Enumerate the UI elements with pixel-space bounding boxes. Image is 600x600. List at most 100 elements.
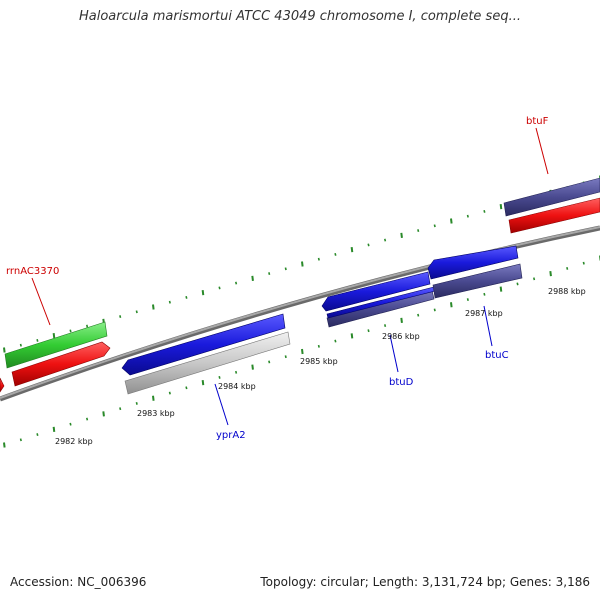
major-tick xyxy=(350,247,354,253)
tick-track-upper xyxy=(3,175,600,353)
major-tick xyxy=(400,232,403,238)
scale-label: 2985 kbp xyxy=(300,357,338,366)
scale-label: 2982 kbp xyxy=(55,437,93,446)
major-tick xyxy=(3,347,6,353)
gene-red-forward-left[interactable] xyxy=(11,341,111,387)
major-tick xyxy=(251,275,254,281)
major-tick xyxy=(152,304,155,310)
minor-tick xyxy=(19,343,22,347)
leader-rrnAC3370 xyxy=(31,277,51,326)
scale-label: 2987 kbp xyxy=(465,309,503,318)
minor-tick xyxy=(185,386,188,390)
scale-label: 2988 kbp xyxy=(548,287,586,296)
leader-yprA2 xyxy=(214,383,229,426)
minor-tick xyxy=(36,339,39,342)
minor-tick xyxy=(284,267,287,271)
leader-btuD xyxy=(389,334,399,373)
minor-tick xyxy=(566,266,569,270)
minor-tick xyxy=(168,300,171,304)
major-tick xyxy=(52,426,56,433)
minor-tick xyxy=(383,238,387,242)
scale-label: 2986 kbp xyxy=(382,332,420,341)
minor-tick xyxy=(135,402,138,405)
minor-tick xyxy=(483,210,486,213)
gene-btuC-purple[interactable] xyxy=(432,263,523,299)
minor-tick xyxy=(367,329,370,333)
minor-tick xyxy=(69,329,72,333)
label-btuD[interactable]: btuD xyxy=(389,377,414,388)
minor-tick xyxy=(532,277,536,281)
major-tick xyxy=(201,290,205,296)
minor-tick xyxy=(516,282,519,286)
major-tick xyxy=(52,333,56,339)
minor-tick xyxy=(334,253,337,256)
leader-btuC xyxy=(483,305,493,347)
minor-tick xyxy=(383,324,387,327)
genome-stats-text: Topology: circular; Length: 3,131,724 bp… xyxy=(260,575,590,589)
minor-tick xyxy=(433,224,436,228)
major-tick xyxy=(251,364,254,370)
scale-label: 2984 kbp xyxy=(218,382,256,391)
major-tick xyxy=(350,333,354,339)
minor-tick xyxy=(19,438,22,442)
minor-tick xyxy=(268,272,271,275)
minor-tick xyxy=(218,286,221,290)
leader-btuF xyxy=(535,127,549,175)
minor-tick xyxy=(85,417,89,421)
minor-tick xyxy=(334,339,337,343)
major-tick xyxy=(102,411,105,417)
label-btuF[interactable]: btuF xyxy=(526,116,549,127)
gene-rrnAC3370[interactable] xyxy=(4,321,108,369)
minor-tick xyxy=(135,310,138,314)
minor-tick xyxy=(582,261,585,265)
gene-btuC[interactable] xyxy=(427,245,519,280)
accession-text: Accession: NC_006396 xyxy=(10,575,147,589)
minor-tick xyxy=(234,281,238,285)
minor-tick xyxy=(119,315,122,318)
label-rrnAC3370[interactable]: rrnAC3370 xyxy=(6,266,59,277)
major-tick xyxy=(301,261,304,267)
gene-btuD[interactable] xyxy=(321,271,431,312)
gene-yprA2[interactable] xyxy=(121,313,286,376)
minor-tick xyxy=(483,292,486,296)
minor-tick xyxy=(168,391,171,395)
minor-tick xyxy=(284,355,287,359)
label-btuC[interactable]: btuC xyxy=(485,350,509,361)
minor-tick xyxy=(317,257,320,261)
minor-tick xyxy=(69,422,72,426)
major-tick xyxy=(450,218,453,224)
tick-track-lower xyxy=(3,255,600,448)
minor-tick xyxy=(417,313,420,317)
minor-tick xyxy=(234,370,238,374)
minor-tick xyxy=(433,308,436,312)
gene-red-forward-right[interactable] xyxy=(508,197,600,234)
map-title: Haloarcula marismortui ATCC 43049 chromo… xyxy=(79,9,521,24)
major-tick xyxy=(400,317,403,323)
minor-tick xyxy=(85,324,89,328)
major-tick xyxy=(201,380,205,386)
major-tick xyxy=(499,204,503,210)
chromosome-backbone-highlight xyxy=(0,226,600,399)
minor-tick xyxy=(268,360,271,364)
minor-tick xyxy=(317,344,320,348)
label-yprA2[interactable]: yprA2 xyxy=(216,430,246,441)
minor-tick xyxy=(119,407,122,411)
major-tick xyxy=(499,286,503,292)
minor-tick xyxy=(36,433,39,437)
major-tick xyxy=(152,395,155,401)
minor-tick xyxy=(218,376,221,379)
gene-red-edge[interactable] xyxy=(0,377,5,393)
minor-tick xyxy=(466,298,469,301)
minor-tick xyxy=(367,243,370,247)
major-tick xyxy=(301,348,304,355)
major-tick xyxy=(549,270,552,277)
scale-label: 2983 kbp xyxy=(137,409,175,418)
minor-tick xyxy=(417,229,420,232)
major-tick xyxy=(3,442,6,448)
gene-gray-reverse[interactable] xyxy=(124,331,291,395)
minor-tick xyxy=(466,214,469,218)
major-tick xyxy=(450,302,453,308)
minor-tick xyxy=(185,296,188,299)
gene-btuF[interactable] xyxy=(503,177,600,217)
